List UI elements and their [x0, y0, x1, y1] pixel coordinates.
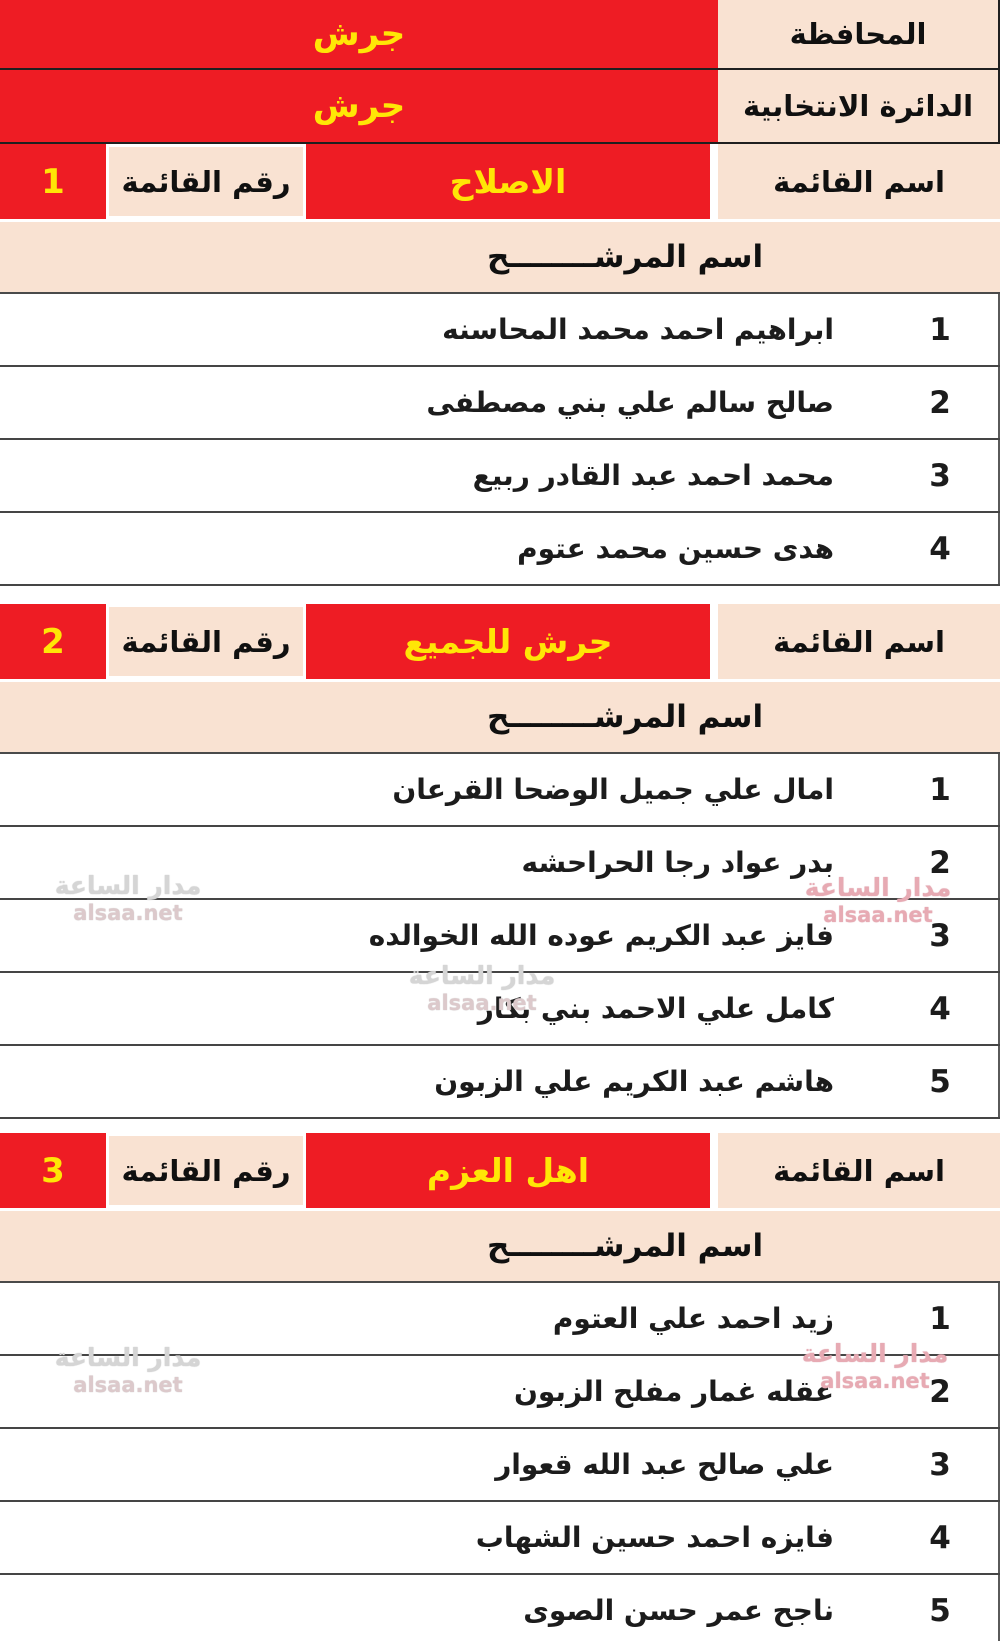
candidate-number: 2: [882, 827, 1000, 898]
candidate-number: 1: [882, 754, 1000, 825]
district-label: الدائرة الانتخابية: [718, 70, 1000, 142]
list-name-label: اسم القائمة: [718, 604, 1000, 679]
candidate-name: ابراهيم احمد محمد المحاسنه: [442, 313, 834, 346]
list-name-value: الاصلاح: [306, 144, 710, 219]
list-name-label: اسم القائمة: [718, 144, 1000, 219]
candidate-number: 4: [882, 1502, 1000, 1573]
candidate-name: كامل علي الاحمد بني بكار: [477, 992, 834, 1025]
lists-container: اسم القائمة الاصلاح رقم القائمة 1 اسم ال…: [0, 144, 1000, 1641]
list-block: اسم القائمة جرش للجميع رقم القائمة 2 اسم…: [0, 604, 1000, 1119]
list-number-text: 2: [41, 621, 65, 662]
governorate-value: جرش: [0, 0, 718, 68]
list-name-label: اسم القائمة: [718, 1133, 1000, 1208]
candidate-row: 1 ابراهيم احمد محمد المحاسنه: [0, 294, 1000, 367]
list-number-value: 3: [0, 1133, 106, 1208]
candidate-number: 3: [882, 440, 1000, 511]
candidate-name-header: اسم المرشــــــــح: [0, 219, 1000, 294]
candidate-name: عقله غمار مفلح الزبون: [513, 1375, 834, 1408]
list-number-label: رقم القائمة: [106, 144, 306, 219]
list-number-text: 1: [41, 161, 65, 202]
governorate-label: المحافظة: [718, 0, 1000, 68]
candidate-name: هاشم عبد الكريم علي الزبون: [434, 1065, 834, 1098]
candidate-row: 1 امال علي جميل الوضحا القرعان: [0, 754, 1000, 827]
candidate-name-header: اسم المرشــــــــح: [0, 1208, 1000, 1283]
district-row: الدائرة الانتخابية جرش: [0, 70, 1000, 144]
candidate-rows: 1 ابراهيم احمد محمد المحاسنه 2 صالح سالم…: [0, 294, 1000, 586]
list-header-row: اسم القائمة جرش للجميع رقم القائمة 2: [0, 604, 1000, 679]
list-block: اسم القائمة اهل العزم رقم القائمة 3 اسم …: [0, 1133, 1000, 1641]
candidate-row: 1 زيد احمد علي العتوم: [0, 1283, 1000, 1356]
list-header-row: اسم القائمة الاصلاح رقم القائمة 1: [0, 144, 1000, 219]
candidate-name: علي صالح عبد الله قعوار: [495, 1448, 834, 1481]
candidate-number: 2: [882, 1356, 1000, 1427]
candidate-number: 5: [882, 1575, 1000, 1641]
candidate-name: بدر عواد رجا الحراحشه: [521, 846, 834, 879]
list-header-strip: جرش للجميع رقم القائمة 2: [0, 604, 710, 679]
candidate-name: زيد احمد علي العتوم: [552, 1302, 834, 1335]
candidate-row: 5 ناجح عمر حسن الصوى: [0, 1575, 1000, 1641]
candidate-row: 4 هدى حسين محمد عتوم: [0, 513, 1000, 586]
candidate-row: 3 علي صالح عبد الله قعوار: [0, 1429, 1000, 1502]
candidate-name: امال علي جميل الوضحا القرعان: [392, 773, 834, 806]
list-block: اسم القائمة الاصلاح رقم القائمة 1 اسم ال…: [0, 144, 1000, 586]
candidate-row: 4 فايزه احمد حسين الشهاب: [0, 1502, 1000, 1575]
candidate-row: 5 هاشم عبد الكريم علي الزبون: [0, 1046, 1000, 1119]
list-number-label: رقم القائمة: [106, 1133, 306, 1208]
candidate-number: 2: [882, 367, 1000, 438]
candidate-name: محمد احمد عبد القادر ربيع: [472, 459, 834, 492]
candidate-rows: 1 زيد احمد علي العتوم 2 عقله غمار مفلح ا…: [0, 1283, 1000, 1641]
candidate-name: هدى حسين محمد عتوم: [517, 532, 834, 565]
candidate-number: 3: [882, 900, 1000, 971]
candidate-name: صالح سالم علي بني مصطفى: [426, 386, 834, 419]
list-number-value: 1: [0, 144, 106, 219]
candidate-number: 1: [882, 294, 1000, 365]
candidate-number: 5: [882, 1046, 1000, 1117]
candidate-row: 4 كامل علي الاحمد بني بكار: [0, 973, 1000, 1046]
candidate-name: فايزه احمد حسين الشهاب: [475, 1521, 834, 1554]
candidate-row: 3 محمد احمد عبد القادر ربيع: [0, 440, 1000, 513]
candidate-row: 3 فايز عبد الكريم عوده الله الخوالده: [0, 900, 1000, 973]
list-header-row: اسم القائمة اهل العزم رقم القائمة 3: [0, 1133, 1000, 1208]
candidate-number: 4: [882, 973, 1000, 1044]
list-name-text: اهل العزم: [426, 1151, 590, 1190]
list-separator: [0, 586, 1000, 604]
list-number-value: 2: [0, 604, 106, 679]
governorate-row: المحافظة جرش: [0, 0, 1000, 70]
candidate-row: 2 بدر عواد رجا الحراحشه: [0, 827, 1000, 900]
candidate-name-header: اسم المرشــــــــح: [0, 679, 1000, 754]
list-name-value: اهل العزم: [306, 1133, 710, 1208]
list-header-strip: الاصلاح رقم القائمة 1: [0, 144, 710, 219]
list-number-text: 3: [41, 1150, 65, 1191]
candidate-row: 2 عقله غمار مفلح الزبون: [0, 1356, 1000, 1429]
district-value: جرش: [0, 70, 718, 142]
candidate-rows: 1 امال علي جميل الوضحا القرعان 2 بدر عوا…: [0, 754, 1000, 1119]
list-name-text: الاصلاح: [449, 162, 567, 201]
list-separator: [0, 1119, 1000, 1133]
candidate-row: 2 صالح سالم علي بني مصطفى: [0, 367, 1000, 440]
list-header-strip: اهل العزم رقم القائمة 3: [0, 1133, 710, 1208]
list-number-label: رقم القائمة: [106, 604, 306, 679]
list-name-value: جرش للجميع: [306, 604, 710, 679]
list-name-text: جرش للجميع: [403, 622, 613, 661]
candidate-number: 4: [882, 513, 1000, 584]
candidate-name: ناجح عمر حسن الصوى: [523, 1594, 834, 1627]
candidate-number: 1: [882, 1283, 1000, 1354]
candidate-number: 3: [882, 1429, 1000, 1500]
candidate-name: فايز عبد الكريم عوده الله الخوالده: [368, 919, 834, 952]
